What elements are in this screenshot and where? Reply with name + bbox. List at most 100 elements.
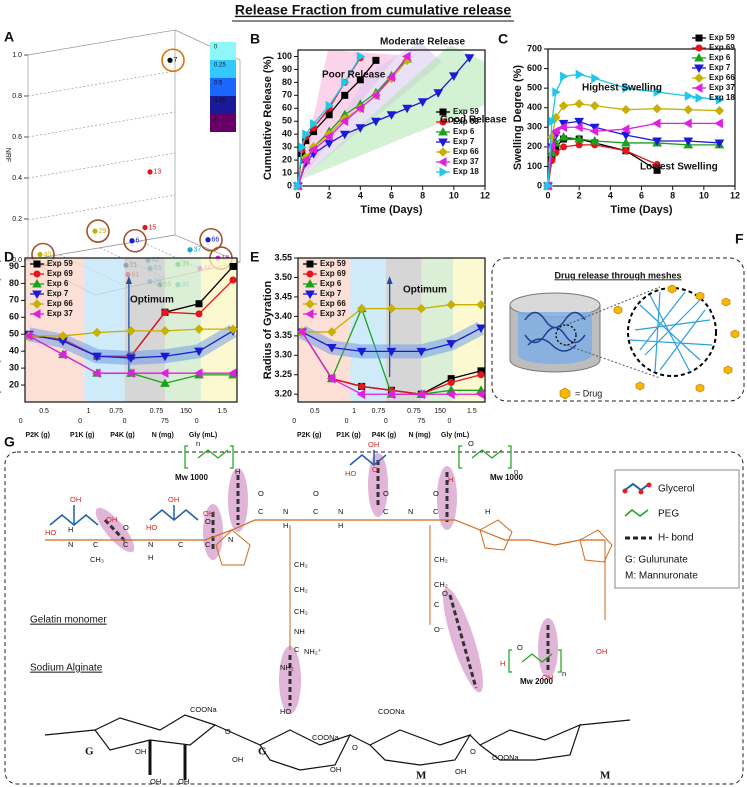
marker <box>695 34 703 42</box>
marker <box>92 352 102 362</box>
factor-name: Gly (mL) <box>441 432 469 439</box>
marker <box>194 324 204 334</box>
marker <box>32 278 42 288</box>
colorbar-cell <box>210 114 236 132</box>
marker <box>574 99 584 109</box>
atom-label: H <box>235 467 240 476</box>
x-tick-label: 12 <box>480 190 490 200</box>
x-tick-label: 8 <box>420 190 425 200</box>
point <box>147 169 153 175</box>
shape-path <box>368 729 472 766</box>
marker <box>590 101 600 111</box>
x-tick-label: 2 <box>327 190 332 200</box>
marker <box>91 368 101 379</box>
factor-tick: 0.75 <box>407 408 421 415</box>
highlight-ring <box>199 227 223 252</box>
colorbar-cell <box>210 60 236 78</box>
factor-band <box>25 258 85 402</box>
atom-label: n <box>562 669 566 678</box>
marker <box>32 299 42 309</box>
shape-polyline <box>624 482 650 492</box>
legend-label: Exp 66 <box>47 299 73 308</box>
shape-path <box>518 312 592 364</box>
marker <box>653 87 663 97</box>
marker <box>302 129 311 140</box>
marker <box>193 368 203 379</box>
marker <box>560 143 568 151</box>
atom-label: C <box>123 540 129 549</box>
y-axis-label: Cumulative Release (%) <box>262 56 274 180</box>
shape-circle <box>638 489 644 495</box>
legend-label: Exp 69 <box>47 269 73 278</box>
marker <box>575 69 585 80</box>
shape-g <box>49 450 387 526</box>
colorbar-label: 1 <box>214 117 218 123</box>
point <box>129 238 135 244</box>
marker <box>714 105 725 116</box>
marker <box>652 137 662 146</box>
factor-tick: 1 <box>352 408 356 415</box>
marker <box>574 122 583 133</box>
atom-label: O <box>225 727 231 736</box>
y-tick-label: 100 <box>277 51 292 61</box>
shape-polyline <box>197 449 229 459</box>
shape-rect <box>491 257 745 402</box>
atom-label: OH <box>178 777 189 786</box>
shape-polygon <box>695 383 705 393</box>
panel-f: Drug release through meshes = Drug <box>491 257 745 402</box>
marker <box>447 379 455 387</box>
marker <box>306 260 314 268</box>
marker <box>558 122 568 133</box>
shape-g <box>184 445 562 673</box>
marker <box>161 308 169 316</box>
atom-label: O <box>433 489 439 498</box>
marker <box>305 299 315 309</box>
colorbar-label: 0.5 <box>214 81 223 87</box>
marker <box>438 138 448 148</box>
factor-name: P2K (g) <box>297 432 322 439</box>
atom-label: OH <box>368 440 379 449</box>
marker <box>355 103 364 114</box>
marker <box>714 139 725 148</box>
y-tick-label: 700 <box>527 43 542 53</box>
y-tick-label: 3.30 <box>274 350 292 360</box>
y-tick-label: 20 <box>282 154 292 164</box>
legend-entry: M: Mannuronate <box>625 571 698 582</box>
atom-label: COONa <box>312 733 340 742</box>
marker <box>306 270 314 278</box>
atom-label: O <box>205 517 211 526</box>
atom-label: O <box>123 523 129 532</box>
z-tick-label: 0.4 <box>12 175 22 182</box>
atom-label: C <box>433 507 439 516</box>
point-label: 66 <box>212 237 220 244</box>
y-tick-label: 500 <box>527 83 542 93</box>
atom-label: H <box>283 521 288 530</box>
atom-label: H <box>485 507 490 516</box>
z-tick-label: 1.0 <box>12 52 22 59</box>
shape-path <box>478 723 581 761</box>
panel-label: E <box>250 249 259 265</box>
shape-g <box>103 460 550 706</box>
factor-tick: 0 <box>123 418 127 425</box>
marker <box>448 72 459 81</box>
marker <box>622 83 631 94</box>
y-tick-label: 3.20 <box>274 389 292 399</box>
shape-polyline <box>521 653 553 663</box>
atom-label: CH₃ <box>90 555 104 564</box>
atom-label: CH₂ <box>434 555 448 564</box>
y-tick-label: 10 <box>282 167 292 177</box>
residue-label: M <box>416 770 427 782</box>
legend-label: Exp 69 <box>320 269 346 278</box>
annotation: Optimum <box>403 285 447 296</box>
marker <box>438 126 448 136</box>
marker <box>159 368 169 379</box>
marker <box>558 101 569 111</box>
legend-entry: H- bond <box>658 533 694 544</box>
marker <box>560 71 569 82</box>
marker <box>591 73 600 84</box>
legend-label: Exp 37 <box>320 309 346 318</box>
marker <box>694 73 704 83</box>
marker <box>476 324 486 334</box>
y-tick-label: 90 <box>282 64 292 74</box>
atom-label: OH <box>150 777 161 786</box>
